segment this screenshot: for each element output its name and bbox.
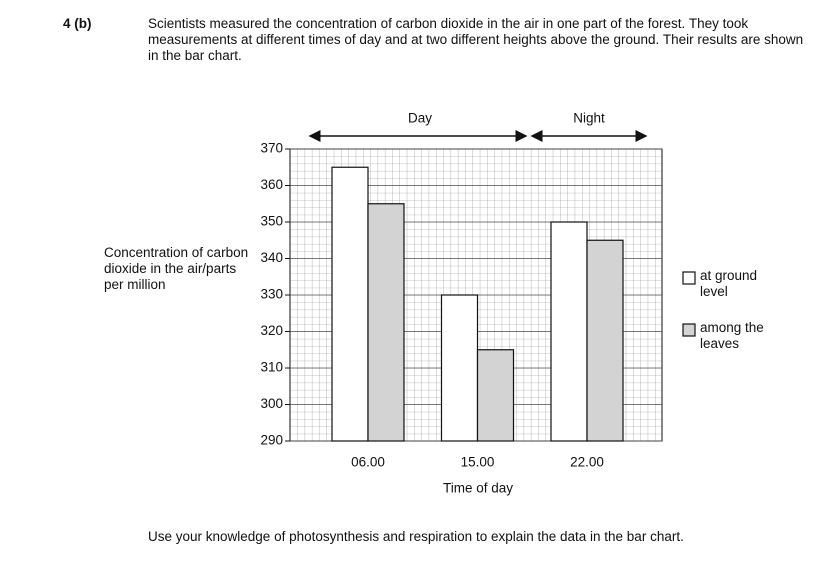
bar (476, 349, 515, 442)
bar (331, 166, 369, 442)
x-tick-label: 22.00 (570, 455, 604, 470)
annotation: Day (408, 111, 432, 126)
y-tick-label: 330 (260, 287, 283, 302)
question-number: 4 (b) (63, 16, 92, 31)
x-tick-label: 15.00 (461, 455, 495, 470)
y-tick-label: 290 (260, 433, 283, 448)
legend-swatch (682, 271, 696, 285)
y-axis-label: Concentration of carbon dioxide in the a… (104, 245, 249, 292)
y-tick-label: 320 (260, 323, 283, 338)
bar (586, 239, 624, 442)
legend-label: at ground level (700, 268, 758, 299)
y-tick-label: 370 (260, 141, 283, 156)
legend-swatch (682, 323, 696, 337)
bar (367, 203, 405, 442)
y-tick-label: 300 (260, 396, 283, 411)
question-intro: Scientists measured the concentration of… (148, 16, 804, 63)
y-tick-label: 310 (260, 360, 283, 375)
bar (440, 294, 479, 442)
x-tick-label: 06.00 (351, 455, 385, 470)
legend-label: among the leaves (700, 320, 764, 351)
bar (550, 221, 588, 442)
question-prompt: Use your knowledge of photosynthesis and… (148, 529, 684, 544)
x-axis-label: Time of day (443, 481, 513, 496)
y-tick-label: 360 (260, 177, 283, 192)
y-tick-label: 350 (260, 214, 283, 229)
annotation: Night (573, 111, 605, 126)
y-tick-label: 340 (260, 250, 283, 265)
